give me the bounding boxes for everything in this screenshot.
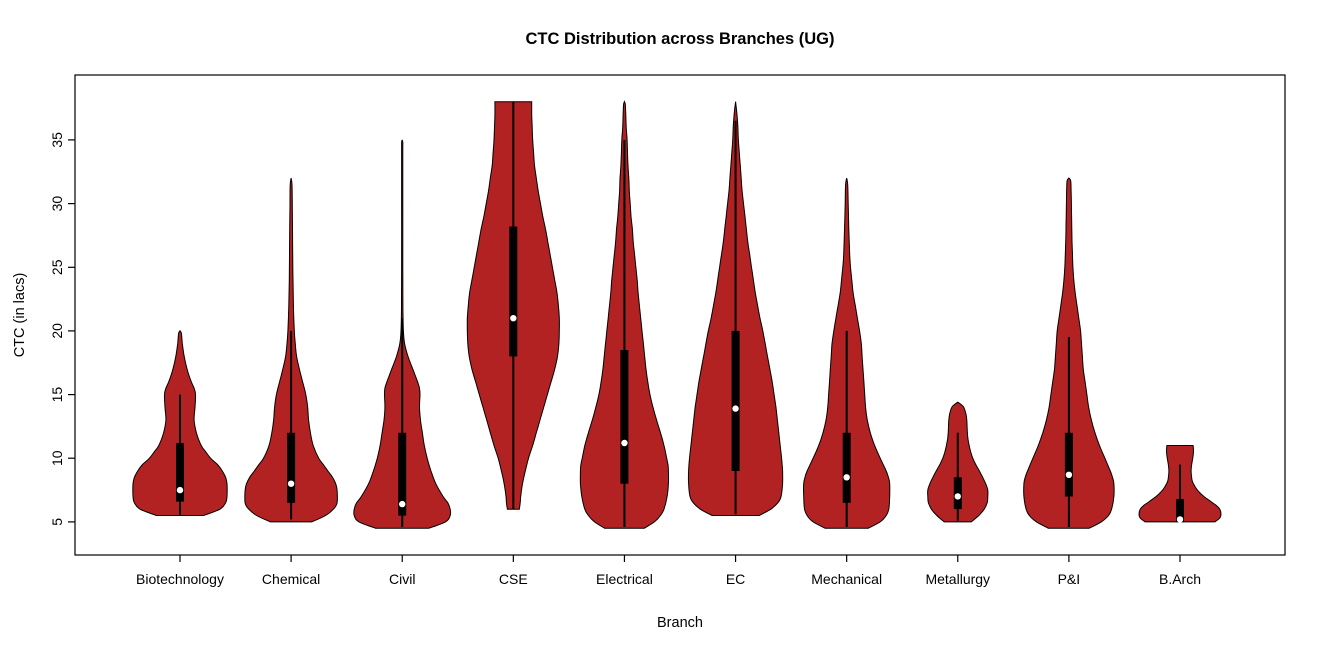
x-category-label: Metallurgy — [925, 571, 990, 587]
median-dot — [510, 315, 517, 322]
x-category-label: Mechanical — [811, 571, 882, 587]
y-tick-label: 10 — [49, 450, 65, 466]
y-tick-label: 35 — [49, 132, 65, 148]
median-dot — [843, 474, 850, 481]
median-dot — [954, 493, 961, 500]
plot-frame — [74, 74, 1286, 556]
x-category-label: Biotechnology — [136, 571, 224, 587]
iqr-box — [953, 477, 962, 510]
iqr-box — [620, 350, 629, 484]
median-dot — [1176, 516, 1184, 523]
y-tick-label: 5 — [49, 518, 65, 526]
iqr-box — [398, 432, 407, 516]
x-category-label: P&I — [1058, 571, 1081, 587]
plot-area: 5 10 15 20 25 30 35 Biotechnology Chemical Civil C… — [49, 74, 1286, 587]
x-category-label: Civil — [389, 571, 415, 587]
median-dot — [621, 439, 628, 447]
x-category-label: CSE — [499, 571, 528, 587]
x-category-label: Electrical — [596, 571, 653, 587]
x-axis-label: Branch — [657, 615, 703, 631]
chart-title: CTC Distribution across Branches (UG) — [526, 30, 835, 48]
y-tick-label: 25 — [49, 259, 65, 275]
iqr-box — [1064, 432, 1073, 497]
iqr-box — [176, 443, 184, 502]
iqr-box — [509, 226, 518, 357]
median-dot — [732, 405, 739, 412]
iqr-box — [842, 432, 851, 503]
y-axis-label: CTC (in lacs) — [12, 273, 28, 358]
x-category-label: EC — [726, 571, 745, 587]
median-dot — [287, 480, 295, 487]
median-dot — [176, 486, 184, 494]
y-tick-label: 15 — [49, 387, 65, 403]
median-dot — [1065, 471, 1073, 478]
y-tick-label: 20 — [49, 323, 65, 339]
median-dot — [399, 500, 406, 508]
iqr-box — [731, 330, 740, 471]
x-category-label: B.Arch — [1159, 571, 1201, 587]
iqr-box — [287, 432, 296, 503]
y-tick-label: 30 — [49, 196, 65, 212]
iqr-box — [1176, 499, 1184, 522]
x-category-label: Chemical — [262, 571, 320, 587]
